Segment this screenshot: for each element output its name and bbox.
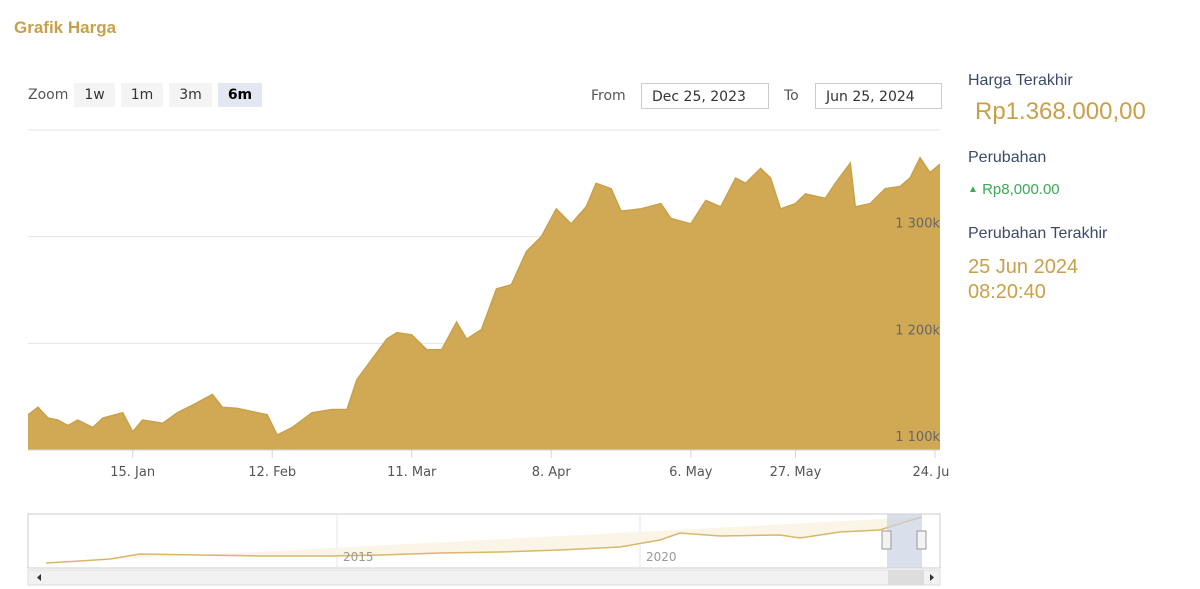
navigator-selection[interactable] — [887, 514, 922, 568]
from-label: From — [591, 88, 626, 104]
chart: 1 100k 1 200k 1 300k 15. Jan 12. Feb 11. Mar 8… — [27, 129, 950, 586]
zoom-button[interactable]: 3m — [169, 83, 212, 107]
last-update-time: 08:20:40 — [968, 281, 1046, 303]
last-price: Rp1.368.000,00 — [975, 98, 1146, 125]
scrollbar-track[interactable] — [27, 569, 941, 586]
scrollbar-thumb[interactable] — [888, 570, 924, 585]
x-tick-label: 15. Jan — [110, 465, 155, 480]
scroll-right[interactable] — [930, 574, 934, 581]
to-input[interactable]: Jun 25, 2024 — [815, 83, 942, 109]
zoom-button[interactable]: 1w — [74, 83, 115, 107]
y-tick-label: 1 300k — [895, 217, 940, 232]
y-tick-label: 1 100k — [895, 430, 940, 445]
price-line — [27, 156, 941, 437]
last-price-label: Harga Terakhir — [968, 72, 1073, 89]
navigator-label: 2020 — [646, 550, 677, 564]
x-tick-label: 6. May — [669, 465, 713, 480]
to-label: To — [784, 88, 799, 104]
change-label: Perubahan — [968, 149, 1047, 166]
change: ▲ Rp8,000.00 — [968, 181, 1060, 198]
zoom-group: Zoom 1w 1m 3m 6m — [28, 83, 263, 107]
zoom-label: Zoom — [28, 87, 69, 103]
last-update-date: 25 Jun 2024 — [968, 256, 1079, 278]
y-tick-label: 1 200k — [895, 323, 940, 338]
x-tick-label: 27. May — [770, 465, 822, 480]
x-tick-label: 8. Apr — [532, 465, 572, 480]
x-tick-label: 11. Mar — [387, 465, 437, 480]
navigator: 2015 2020 — [27, 513, 941, 586]
navigator-line — [45, 516, 923, 564]
x-tick-label: 12. Feb — [248, 465, 296, 480]
scroll-left[interactable] — [37, 574, 41, 581]
zoom-button[interactable]: 6m — [217, 83, 263, 107]
from-input[interactable]: Dec 25, 2023 — [641, 83, 769, 109]
navigator-label: 2015 — [343, 550, 374, 564]
navigator-handle[interactable] — [916, 530, 927, 550]
up-arrow: ▲ — [968, 184, 978, 195]
x-tick-label: 24. Jun — [912, 465, 950, 480]
area-fill — [28, 157, 940, 450]
page-title: Grafik Harga — [14, 18, 117, 37]
last-update-label: Perubahan Terakhir — [968, 225, 1108, 242]
navigator-handle[interactable] — [881, 530, 892, 550]
change-value: Rp8,000.00 — [982, 181, 1060, 198]
zoom-button[interactable]: 1m — [120, 83, 164, 107]
